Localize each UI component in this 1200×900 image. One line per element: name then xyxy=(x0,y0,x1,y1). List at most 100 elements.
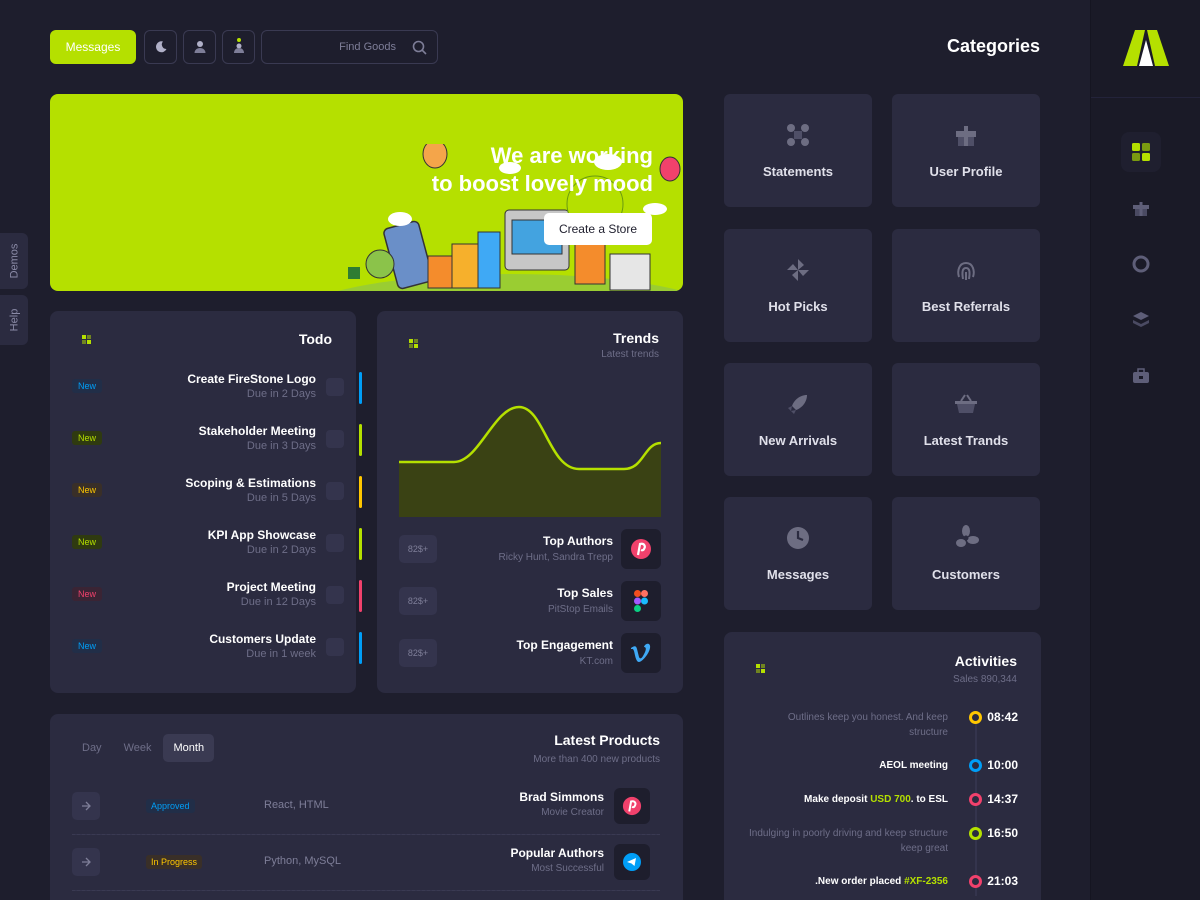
tech-stack: Python, MySQL xyxy=(264,855,342,867)
category-best-referrals[interactable]: Best Referrals xyxy=(892,229,1040,342)
tab-month[interactable]: Month xyxy=(163,734,215,762)
tab-week[interactable]: Week xyxy=(123,742,152,754)
category-latest-trands[interactable]: Latest Trands xyxy=(892,363,1040,476)
period-tabs: Day Week Month xyxy=(72,734,216,762)
aside-item-briefcase[interactable] xyxy=(1121,356,1161,396)
category-messages[interactable]: Messages xyxy=(724,497,872,610)
hero-banner: We are working to boost lovely mood Crea… xyxy=(50,94,683,291)
notifications-button[interactable] xyxy=(222,30,255,64)
aside-item-support[interactable] xyxy=(1121,244,1161,284)
todo-checkbox[interactable] xyxy=(326,638,344,656)
status-badge: In Progress xyxy=(146,855,203,869)
demos-tab[interactable]: Demos xyxy=(0,233,28,289)
timeline-line xyxy=(975,716,977,896)
aside-item-layers[interactable] xyxy=(1121,300,1161,340)
timeline-dot xyxy=(969,875,982,888)
category-statements[interactable]: Statements xyxy=(724,94,872,207)
todo-checkbox[interactable] xyxy=(326,430,344,448)
todo-checkbox[interactable] xyxy=(326,482,344,500)
products-subtitle: More than 400 new products xyxy=(533,754,660,765)
trends-card: Trends Latest trends 82$+ Top Authors Ri… xyxy=(377,311,683,693)
category-new-arrivals[interactable]: New Arrivals xyxy=(724,363,872,476)
lifebuoy-icon xyxy=(1132,255,1150,273)
activities-subtitle: Sales 890,344 xyxy=(953,674,1017,685)
product-row[interactable]: Approved React, HTML Brad Simmons Movie … xyxy=(72,786,660,830)
app-logo[interactable] xyxy=(1123,30,1169,66)
timeline-dot xyxy=(969,711,982,724)
user-menu-button[interactable] xyxy=(183,30,216,64)
open-arrow-button[interactable] xyxy=(72,848,100,876)
status-badge: New xyxy=(72,483,103,497)
trend-item[interactable]: 82$+ Top Sales PitStop Emails xyxy=(399,581,661,621)
price-badge: 82$+ xyxy=(399,587,437,615)
layers-icon xyxy=(1133,312,1149,327)
aside-item-gifts[interactable] xyxy=(1121,188,1161,228)
priority-bar xyxy=(359,372,362,404)
search-icon[interactable] xyxy=(412,40,427,55)
status-badge: New xyxy=(72,535,103,549)
pinterest-logo-icon xyxy=(631,539,651,559)
theme-toggle-button[interactable] xyxy=(144,30,177,64)
search-input[interactable] xyxy=(262,31,402,63)
card-menu-icon[interactable] xyxy=(82,335,92,345)
tech-stack: React, HTML xyxy=(264,799,329,811)
todo-checkbox[interactable] xyxy=(326,586,344,604)
row-divider xyxy=(72,890,660,891)
row-divider xyxy=(72,834,660,835)
todo-checkbox[interactable] xyxy=(326,534,344,552)
timeline-dot xyxy=(969,793,982,806)
product-row[interactable]: In Progress Python, MySQL Popular Author… xyxy=(72,842,660,886)
trend-item[interactable]: 82$+ Top Authors Ricky Hunt, Sandra Trep… xyxy=(399,529,661,569)
categories-title: Categories xyxy=(946,36,1040,56)
arrow-right-icon xyxy=(82,801,91,811)
priority-bar xyxy=(359,476,362,508)
todo-item[interactable]: New Customers Update Due in 1 week xyxy=(72,632,362,672)
card-menu-icon[interactable] xyxy=(409,339,419,349)
fan-icon xyxy=(956,525,979,547)
todo-item[interactable]: New Create FireStone Logo Due in 2 Days xyxy=(72,372,362,412)
clock-icon xyxy=(787,527,809,549)
trend-item[interactable]: 82$+ Top Engagement KT.com xyxy=(399,633,661,673)
statements-icon xyxy=(787,124,809,146)
category-hot-picks[interactable]: Hot Picks xyxy=(724,229,872,342)
activities-title: Activities xyxy=(954,653,1017,669)
status-badge: New xyxy=(72,431,103,445)
trend-area-chart xyxy=(399,405,661,517)
todo-item[interactable]: New Scoping & Estimations Due in 5 Days xyxy=(72,476,362,516)
priority-bar xyxy=(359,424,362,456)
trends-title: Trends xyxy=(613,330,659,346)
todo-item[interactable]: New KPI App Showcase Due in 2 Days xyxy=(72,528,362,568)
price-badge: 82$+ xyxy=(399,535,437,563)
priority-bar xyxy=(359,580,362,612)
dashboard-icon xyxy=(1132,143,1150,161)
todo-title: Todo xyxy=(298,331,332,347)
todo-checkbox[interactable] xyxy=(326,378,344,396)
aside-menu xyxy=(1090,0,1200,900)
card-menu-icon[interactable] xyxy=(756,664,766,674)
vimeo-logo-icon xyxy=(631,643,651,662)
gift-icon xyxy=(1133,202,1149,216)
basket-icon xyxy=(955,394,977,413)
open-arrow-button[interactable] xyxy=(72,792,100,820)
tab-day[interactable]: Day xyxy=(82,742,102,754)
status-badge: New xyxy=(72,639,103,653)
search-box[interactable] xyxy=(261,30,438,64)
latest-products-card: Day Week Month Latest Products More than 4… xyxy=(50,714,683,900)
pinterest-logo-icon xyxy=(622,796,642,816)
aside-divider xyxy=(1091,97,1200,98)
aside-item-dashboard[interactable] xyxy=(1121,132,1161,172)
category-customers[interactable]: Customers xyxy=(892,497,1040,610)
user-icon xyxy=(194,41,205,53)
figma-logo-icon xyxy=(634,590,648,612)
messages-button[interactable]: Messages xyxy=(50,30,136,64)
gift-icon xyxy=(956,126,976,146)
help-tab[interactable]: Help xyxy=(0,295,28,345)
priority-bar xyxy=(359,528,362,560)
status-badge: New xyxy=(72,379,103,393)
todo-item[interactable]: New Project Meeting Due in 12 Days xyxy=(72,580,362,620)
arrow-right-icon xyxy=(82,857,91,867)
category-user-profile[interactable]: User Profile xyxy=(892,94,1040,207)
activities-card: Activities Sales 890,344 Outlines keep y… xyxy=(724,632,1041,900)
create-store-button[interactable]: Create a Store xyxy=(544,213,652,245)
todo-item[interactable]: New Stakeholder Meeting Due in 3 Days xyxy=(72,424,362,464)
